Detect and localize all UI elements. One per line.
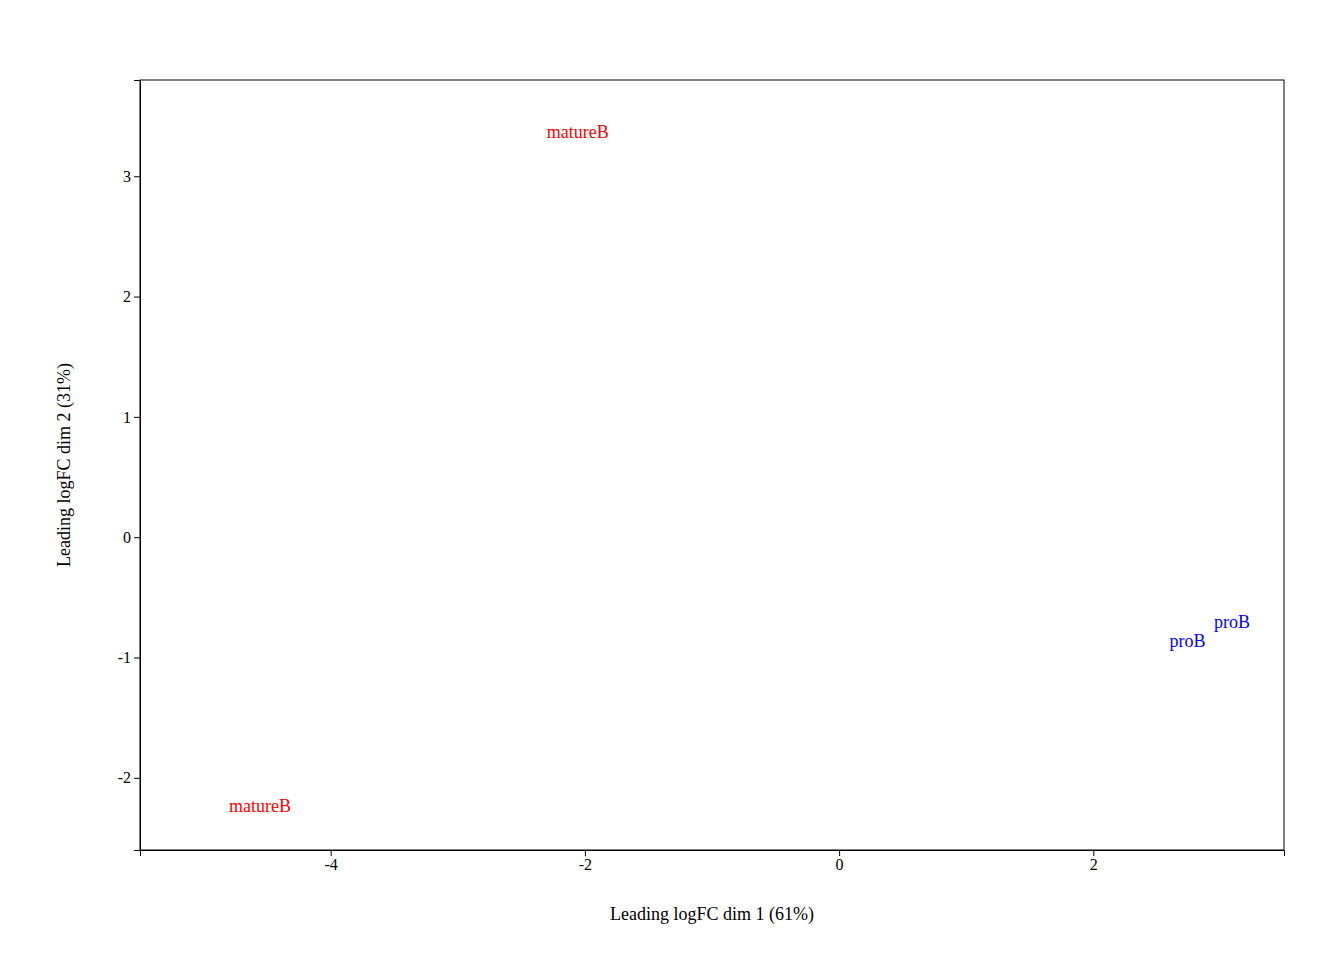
tick-label: 2 bbox=[123, 288, 131, 305]
plot-frame bbox=[140, 80, 1284, 850]
axis-line bbox=[141, 851, 1285, 857]
y-axis-title: Leading logFC dim 2 (31%) bbox=[54, 363, 75, 567]
tick: 0 bbox=[836, 850, 844, 873]
tick: 2 bbox=[123, 288, 140, 305]
points: matureB matureB proB proB bbox=[229, 122, 1250, 816]
tick: -2 bbox=[579, 850, 592, 873]
tick-mark bbox=[134, 417, 140, 418]
tick-label: 2 bbox=[1090, 856, 1098, 873]
tick: 3 bbox=[123, 168, 140, 185]
plot: -4 -2 0 2 -2 -1 0 1 2 3 matureB matureB proB proB bbox=[118, 80, 1285, 873]
tick-mark bbox=[134, 176, 140, 177]
x-axis: -4 -2 0 2 bbox=[141, 850, 1285, 873]
tick-label: 0 bbox=[836, 856, 844, 873]
y-axis: -2 -1 0 1 2 3 bbox=[118, 81, 141, 851]
tick: 2 bbox=[1090, 850, 1098, 873]
tick-label: -2 bbox=[579, 856, 592, 873]
tick-mark bbox=[331, 850, 332, 856]
tick: -2 bbox=[118, 769, 140, 786]
tick: -1 bbox=[118, 649, 140, 666]
point-label: matureB bbox=[547, 122, 609, 142]
tick-mark bbox=[839, 850, 840, 856]
point-label: proB bbox=[1214, 612, 1250, 632]
tick-mark bbox=[134, 658, 140, 659]
tick-mark bbox=[134, 778, 140, 779]
x-axis-title: Leading logFC dim 1 (61%) bbox=[610, 904, 814, 925]
point-label: proB bbox=[1170, 631, 1206, 651]
chart: -4 -2 0 2 -2 -1 0 1 2 3 matureB matureB proB proB Lead… bbox=[0, 0, 1344, 960]
tick-label: -4 bbox=[325, 856, 338, 873]
tick-label: 3 bbox=[123, 168, 131, 185]
tick: -4 bbox=[325, 850, 338, 873]
point-label: matureB bbox=[229, 796, 291, 816]
tick: 0 bbox=[123, 529, 140, 546]
tick-label: 1 bbox=[123, 408, 131, 425]
tick-label: -1 bbox=[118, 649, 131, 666]
tick-mark bbox=[585, 850, 586, 856]
tick-label: -2 bbox=[118, 769, 131, 786]
tick: 1 bbox=[123, 408, 140, 425]
tick-label: 0 bbox=[123, 529, 131, 546]
axis-line bbox=[134, 81, 141, 851]
tick-mark bbox=[134, 537, 140, 538]
tick-mark bbox=[1093, 850, 1094, 856]
tick-mark bbox=[134, 297, 140, 298]
